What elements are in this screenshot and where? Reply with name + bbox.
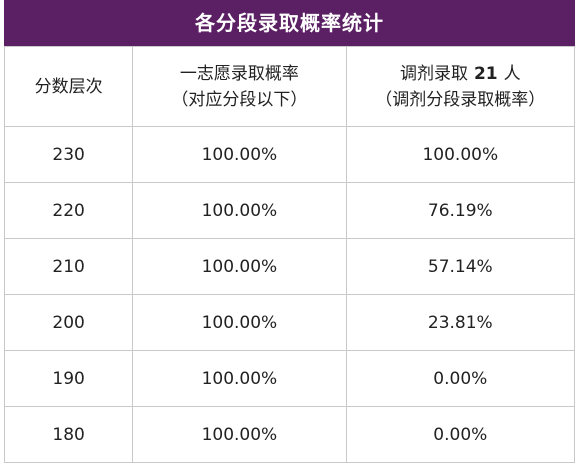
header-score-level-label: 分数层次 bbox=[34, 76, 103, 97]
header-first-choice-line2: （对应分段以下） bbox=[171, 89, 308, 110]
score-cell: 220 bbox=[3, 182, 134, 239]
header-adjustment-line2: （调剂分段录取概率） bbox=[375, 89, 546, 110]
adjust-cell: 0.00% bbox=[345, 406, 576, 463]
score-cell: 190 bbox=[3, 350, 134, 407]
header-adjustment: 调剂录取 21 人 （调剂分段录取概率） bbox=[345, 46, 576, 127]
first-choice-cell: 100.00% bbox=[132, 294, 347, 351]
table-row: 180 100.00% 0.00% bbox=[3, 406, 576, 463]
score-cell: 180 bbox=[3, 406, 134, 463]
header-first-choice-line1: 一志愿录取概率 bbox=[179, 63, 299, 84]
header-adjustment-prefix: 调剂录取 bbox=[399, 63, 468, 84]
first-choice-cell: 100.00% bbox=[132, 182, 347, 239]
table-row: 220 100.00% 76.19% bbox=[3, 182, 576, 239]
table-row: 190 100.00% 0.00% bbox=[3, 350, 576, 407]
table-row: 230 100.00% 100.00% bbox=[3, 126, 576, 183]
header-adjustment-count: 21 bbox=[473, 63, 498, 84]
adjust-cell: 100.00% bbox=[345, 126, 576, 183]
first-choice-cell: 100.00% bbox=[132, 406, 347, 463]
first-choice-cell: 100.00% bbox=[132, 350, 347, 407]
header-adjustment-suffix: 人 bbox=[503, 63, 521, 84]
table-title: 各分段录取概率统计 bbox=[4, 0, 575, 46]
adjust-cell: 23.81% bbox=[345, 294, 576, 351]
first-choice-cell: 100.00% bbox=[132, 126, 347, 183]
table-row: 210 100.00% 57.14% bbox=[3, 238, 576, 295]
header-first-choice: 一志愿录取概率 （对应分段以下） bbox=[132, 46, 347, 127]
probability-table: 分数层次 一志愿录取概率 （对应分段以下） 调剂录取 21 人 （调剂分段录取概率）… bbox=[3, 46, 576, 463]
adjust-cell: 57.14% bbox=[345, 238, 576, 295]
score-cell: 210 bbox=[3, 238, 134, 295]
adjust-cell: 0.00% bbox=[345, 350, 576, 407]
header-score-level: 分数层次 bbox=[3, 46, 134, 127]
adjust-cell: 76.19% bbox=[345, 182, 576, 239]
header-adjustment-line1: 调剂录取 21 人 bbox=[347, 61, 574, 87]
score-cell: 230 bbox=[3, 126, 134, 183]
stats-panel: 各分段录取概率统计 分数层次 一志愿录取概率 （对应分段以下） 调剂录取 21 人 … bbox=[3, 0, 576, 463]
table-row: 200 100.00% 23.81% bbox=[3, 294, 576, 351]
header-row: 分数层次 一志愿录取概率 （对应分段以下） 调剂录取 21 人 （调剂分段录取概率） bbox=[3, 46, 576, 127]
first-choice-cell: 100.00% bbox=[132, 238, 347, 295]
score-cell: 200 bbox=[3, 294, 134, 351]
